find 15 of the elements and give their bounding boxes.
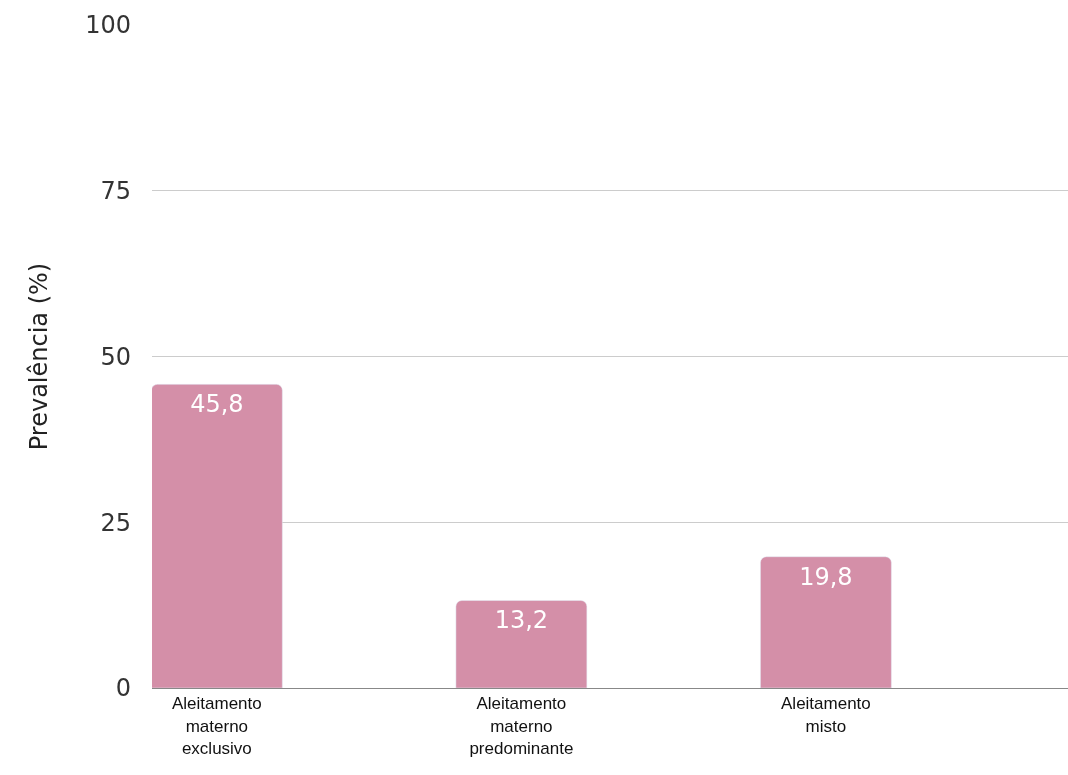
data-label: 19,8 (799, 562, 853, 591)
y-tick-label: 100 (85, 11, 131, 40)
x-tick-label: Aleitamento misto (781, 694, 871, 736)
y-tick-label: 25 (100, 508, 131, 537)
y-axis-title: Prevalência (%) (25, 262, 54, 451)
data-label: 45,8 (190, 390, 244, 419)
y-tick-label: 75 (100, 177, 131, 206)
bar (455, 600, 588, 688)
bar (760, 556, 892, 688)
y-tick-label: 0 (115, 674, 131, 703)
x-tick-label: Aleitamento materno predominante (469, 694, 574, 758)
x-tick-label: Aleitamento materno exclusivo (171, 694, 262, 758)
bar (152, 384, 283, 688)
y-tick-label: 50 (100, 342, 131, 371)
data-label: 13,2 (494, 606, 549, 635)
